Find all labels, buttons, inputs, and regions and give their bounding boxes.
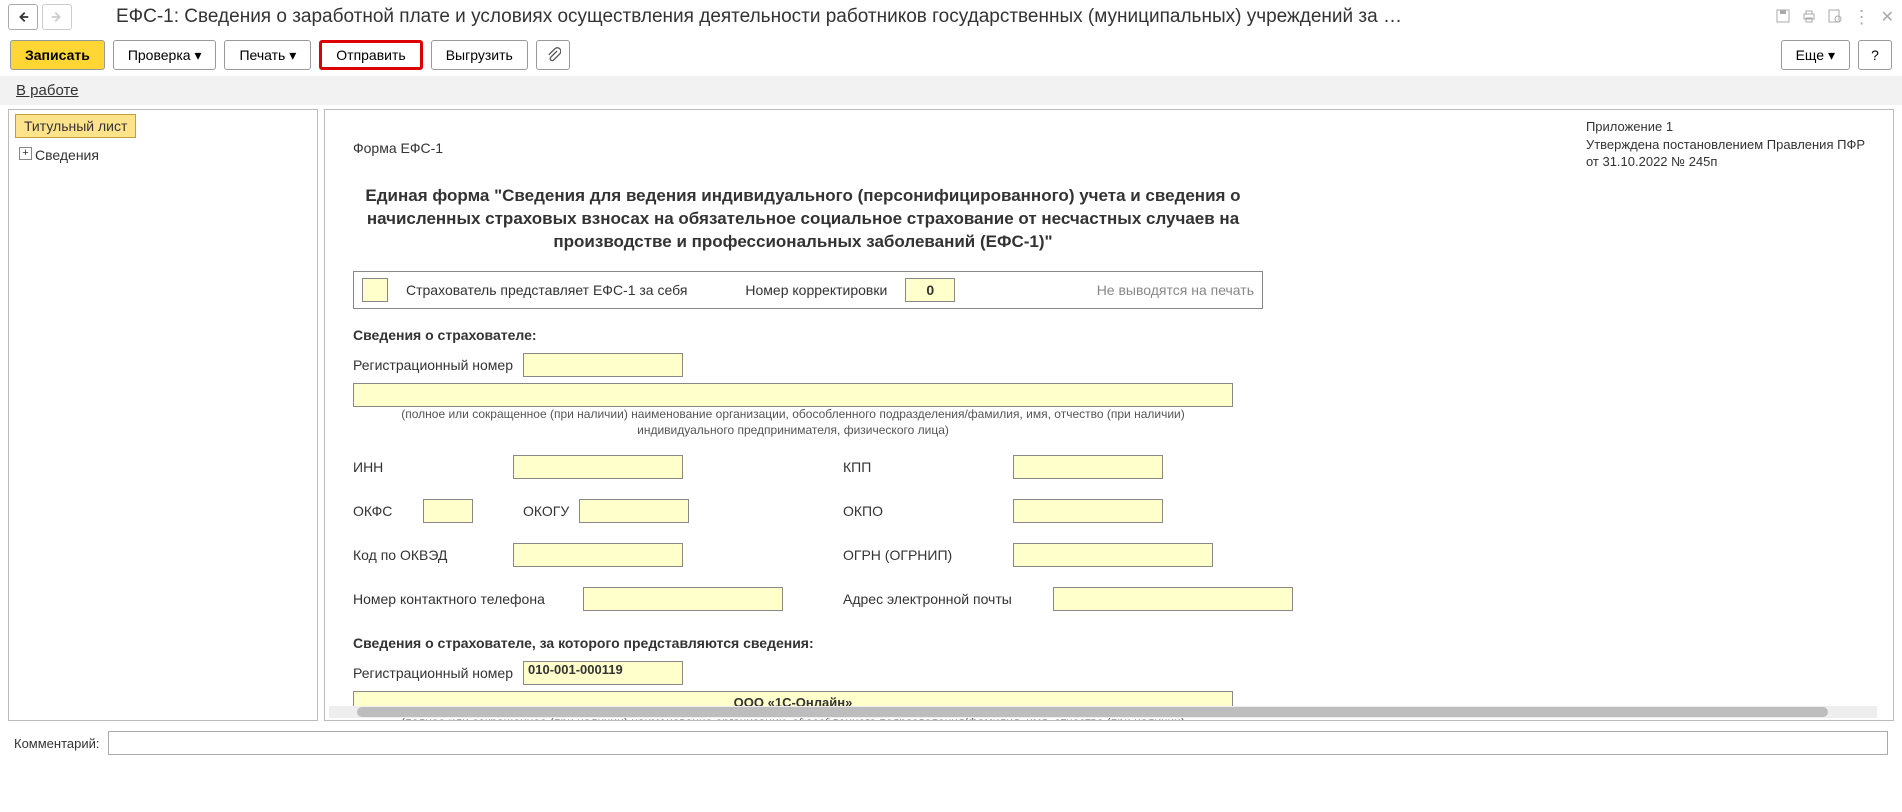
form-panel: Форма ЕФС-1 Приложение 1 Утверждена пост…: [324, 109, 1894, 721]
okpo-label: ОКПО: [843, 503, 1003, 519]
nav-back-button[interactable]: [8, 4, 38, 30]
inn-field[interactable]: [513, 455, 683, 479]
ogrn-field[interactable]: [1013, 543, 1213, 567]
export-button[interactable]: Выгрузить: [431, 40, 528, 70]
okogu-label: ОКОГУ: [523, 503, 569, 519]
section1-title: Сведения о страхователе:: [353, 327, 1865, 343]
reg-num2-label: Регистрационный номер: [353, 665, 513, 681]
email-label: Адрес электронной почты: [843, 591, 1043, 607]
form-name: Форма ЕФС-1: [353, 140, 443, 156]
appendix-line2: Утверждена постановлением Правления ПФР: [1586, 136, 1865, 154]
comments-row: Комментарий:: [0, 725, 1902, 761]
print-button-label: Печать: [239, 47, 285, 63]
not-printed-label: Не выводятся на печать: [1097, 282, 1254, 298]
check-button[interactable]: Проверка ▾: [113, 40, 217, 70]
appendix-line3: от 31.10.2022 № 245п: [1586, 153, 1865, 171]
section2-title: Сведения о страхователе, за которого пре…: [353, 635, 1865, 651]
self-insurer-label: Страхователь представляет ЕФС-1 за себя: [406, 282, 687, 298]
print-button[interactable]: Печать ▾: [224, 40, 311, 70]
status-strip: В работе: [0, 76, 1902, 105]
print-icon[interactable]: [1801, 8, 1817, 27]
body-area: Титульный лист Сведения Форма ЕФС-1 Прил…: [0, 105, 1902, 725]
kebab-icon[interactable]: ⋮: [1853, 7, 1871, 28]
more-button-label: Еще: [1796, 47, 1825, 63]
appendix-block: Приложение 1 Утверждена постановлением П…: [1586, 118, 1865, 171]
window-title: ЕФС-1: Сведения о заработной плате и усл…: [116, 6, 1775, 28]
chevron-down-icon: ▾: [194, 47, 201, 64]
form-scroll[interactable]: Форма ЕФС-1 Приложение 1 Утверждена пост…: [325, 110, 1893, 720]
preview-icon[interactable]: [1827, 8, 1843, 27]
okogu-field[interactable]: [579, 499, 689, 523]
save-icon[interactable]: [1775, 8, 1791, 27]
toolbar: Записать Проверка ▾ Печать ▾ Отправить В…: [0, 34, 1902, 76]
sidebar-item-details[interactable]: Сведения: [9, 142, 317, 168]
nav-forward-button[interactable]: [42, 4, 72, 30]
okpo-field[interactable]: [1013, 499, 1163, 523]
title-icons: ⋮ ✕: [1775, 7, 1894, 28]
phone-label: Номер контактного телефона: [353, 591, 573, 607]
okfs-label: ОКФС: [353, 503, 413, 519]
sidebar: Титульный лист Сведения: [8, 109, 318, 721]
name-caption: (полное или сокращенное (при наличии) на…: [353, 407, 1233, 438]
email-field[interactable]: [1053, 587, 1293, 611]
chevron-down-icon: ▾: [1828, 47, 1835, 64]
h-scrollbar[interactable]: [329, 706, 1877, 718]
comment-input[interactable]: [108, 731, 1889, 755]
close-icon[interactable]: ✕: [1881, 7, 1894, 27]
okved-field[interactable]: [513, 543, 683, 567]
okfs-field[interactable]: [423, 499, 473, 523]
main-title: Единая форма "Сведения для ведения индив…: [353, 185, 1253, 254]
full-name-field[interactable]: [353, 383, 1233, 407]
attach-button[interactable]: [536, 40, 570, 70]
reg-num-label: Регистрационный номер: [353, 357, 513, 373]
check-button-label: Проверка: [128, 47, 191, 63]
appendix-line1: Приложение 1: [1586, 118, 1865, 136]
reg-num2-field[interactable]: 010-001-000119: [523, 661, 683, 685]
save-button[interactable]: Записать: [10, 40, 105, 70]
kpp-field[interactable]: [1013, 455, 1163, 479]
okved-label: Код по ОКВЭД: [353, 547, 503, 563]
help-button[interactable]: ?: [1858, 40, 1892, 70]
chevron-down-icon: ▾: [289, 47, 296, 64]
kpp-label: КПП: [843, 459, 1003, 475]
comment-label: Комментарий:: [14, 736, 100, 751]
phone-field[interactable]: [583, 587, 783, 611]
more-button[interactable]: Еще ▾: [1781, 40, 1850, 70]
status-link[interactable]: В работе: [16, 82, 79, 99]
self-insurer-checkbox[interactable]: [362, 278, 388, 302]
paperclip-icon: [545, 47, 561, 63]
titlebar: ЕФС-1: Сведения о заработной плате и усл…: [0, 0, 1902, 34]
correction-value[interactable]: 0: [905, 278, 955, 302]
correction-label: Номер корректировки: [745, 282, 887, 298]
inn-label: ИНН: [353, 459, 503, 475]
ogrn-label: ОГРН (ОГРНИП): [843, 547, 1003, 563]
h-scrollbar-thumb[interactable]: [357, 707, 1828, 717]
correction-row: Страхователь представляет ЕФС-1 за себя …: [353, 271, 1263, 309]
reg-num-field[interactable]: [523, 353, 683, 377]
sidebar-item-title-page[interactable]: Титульный лист: [15, 114, 136, 138]
send-button[interactable]: Отправить: [319, 40, 422, 70]
